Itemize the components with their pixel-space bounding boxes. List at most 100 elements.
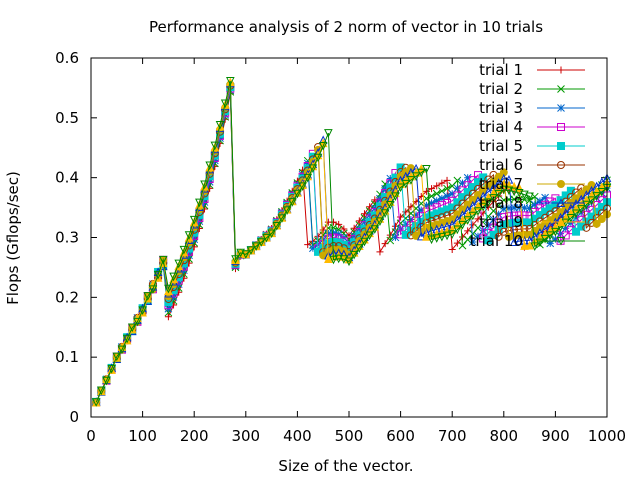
data-point-marker (447, 230, 457, 239)
legend-label: trial 1 (479, 61, 523, 79)
data-point-marker (473, 207, 483, 216)
data-point-marker (561, 218, 571, 228)
legend-marker (556, 217, 566, 226)
data-point-marker (509, 187, 519, 197)
data-point-marker (174, 259, 184, 269)
data-point-marker (468, 211, 478, 221)
data-point-marker (567, 219, 575, 227)
x-tick-label: 900 (541, 427, 570, 445)
data-point-marker (303, 159, 312, 168)
data-point-marker (504, 186, 514, 196)
data-point-marker (438, 194, 446, 203)
data-point-marker (179, 245, 189, 255)
data-point-marker (133, 317, 142, 327)
data-point-marker (272, 222, 282, 231)
data-point-marker (386, 236, 395, 245)
data-point-marker (262, 233, 271, 243)
legend-label: trial 9 (479, 213, 523, 231)
data-point-marker (422, 187, 430, 195)
data-point-marker (407, 215, 415, 224)
data-point-marker (592, 219, 601, 228)
data-point-marker (97, 386, 106, 396)
data-point-marker (164, 286, 173, 296)
data-point-marker (535, 238, 545, 248)
data-point-marker (514, 236, 524, 246)
y-tick-label: 0.3 (55, 229, 79, 247)
data-point-marker (597, 187, 607, 197)
data-point-marker (220, 99, 230, 109)
data-point-marker (438, 179, 446, 187)
y-tick-label: 0 (69, 408, 79, 426)
data-point-marker (422, 201, 431, 210)
data-point-marker (396, 183, 405, 193)
data-point-marker (453, 225, 462, 235)
data-point-marker (251, 242, 261, 251)
data-point-marker (484, 236, 493, 245)
data-point-marker (509, 237, 519, 246)
data-point-marker (329, 228, 338, 237)
legend-marker (556, 237, 566, 246)
legend-label: trial 10 (470, 232, 523, 250)
data-point-marker (91, 398, 101, 407)
data-point-marker (340, 225, 348, 233)
legend-marker (556, 198, 566, 207)
data-point-marker (566, 208, 576, 218)
data-point-marker (448, 203, 457, 212)
data-point-marker (541, 193, 549, 202)
data-point-marker (458, 193, 467, 202)
data-point-marker (489, 215, 498, 224)
data-point-marker (127, 323, 137, 333)
x-axis-label: Size of the vector. (278, 457, 413, 475)
data-point-marker (391, 233, 400, 242)
data-point-marker (499, 227, 508, 236)
data-point-marker (458, 220, 467, 230)
data-point-marker (210, 156, 219, 165)
data-point-marker (308, 164, 318, 173)
data-point-marker (566, 214, 576, 223)
data-point-marker (309, 244, 317, 253)
data-point-marker (576, 205, 586, 214)
data-point-marker (360, 237, 369, 247)
x-tick-label: 0 (86, 427, 96, 445)
data-point-marker (401, 230, 410, 239)
data-point-marker (169, 272, 178, 282)
data-point-marker (376, 248, 384, 256)
data-point-marker (385, 200, 395, 210)
data-point-marker (499, 185, 509, 195)
legend-label: trial 3 (479, 99, 523, 117)
data-point-marker (397, 213, 405, 221)
legend-marker (557, 66, 565, 74)
data-point-marker (484, 221, 493, 229)
data-point-marker (427, 199, 436, 207)
data-point-marker (355, 244, 364, 253)
data-point-marker (499, 205, 508, 213)
data-point-marker (416, 168, 426, 178)
data-point-marker (406, 176, 416, 185)
data-point-marker (484, 198, 493, 208)
data-point-marker (561, 224, 570, 233)
x-tick-label: 600 (386, 427, 415, 445)
data-point-marker (381, 184, 389, 193)
data-point-marker (200, 180, 209, 190)
data-point-marker (514, 188, 524, 198)
data-point-marker (520, 190, 529, 200)
data-point-marker (592, 192, 601, 201)
data-point-marker (287, 198, 297, 207)
data-point-marker (587, 198, 596, 207)
data-point-marker (164, 308, 173, 317)
data-point-marker (458, 241, 467, 250)
data-point-marker (158, 255, 168, 265)
data-point-marker (344, 257, 354, 267)
data-point-marker (417, 217, 426, 226)
data-point-marker (349, 250, 359, 260)
data-point-marker (489, 194, 498, 203)
data-point-marker (401, 179, 411, 189)
legend-label: trial 5 (479, 137, 523, 155)
data-point-marker (582, 200, 591, 210)
data-point-marker (427, 235, 436, 245)
data-point-marker (577, 222, 586, 231)
data-point-marker (582, 223, 591, 232)
data-point-marker (303, 173, 313, 183)
